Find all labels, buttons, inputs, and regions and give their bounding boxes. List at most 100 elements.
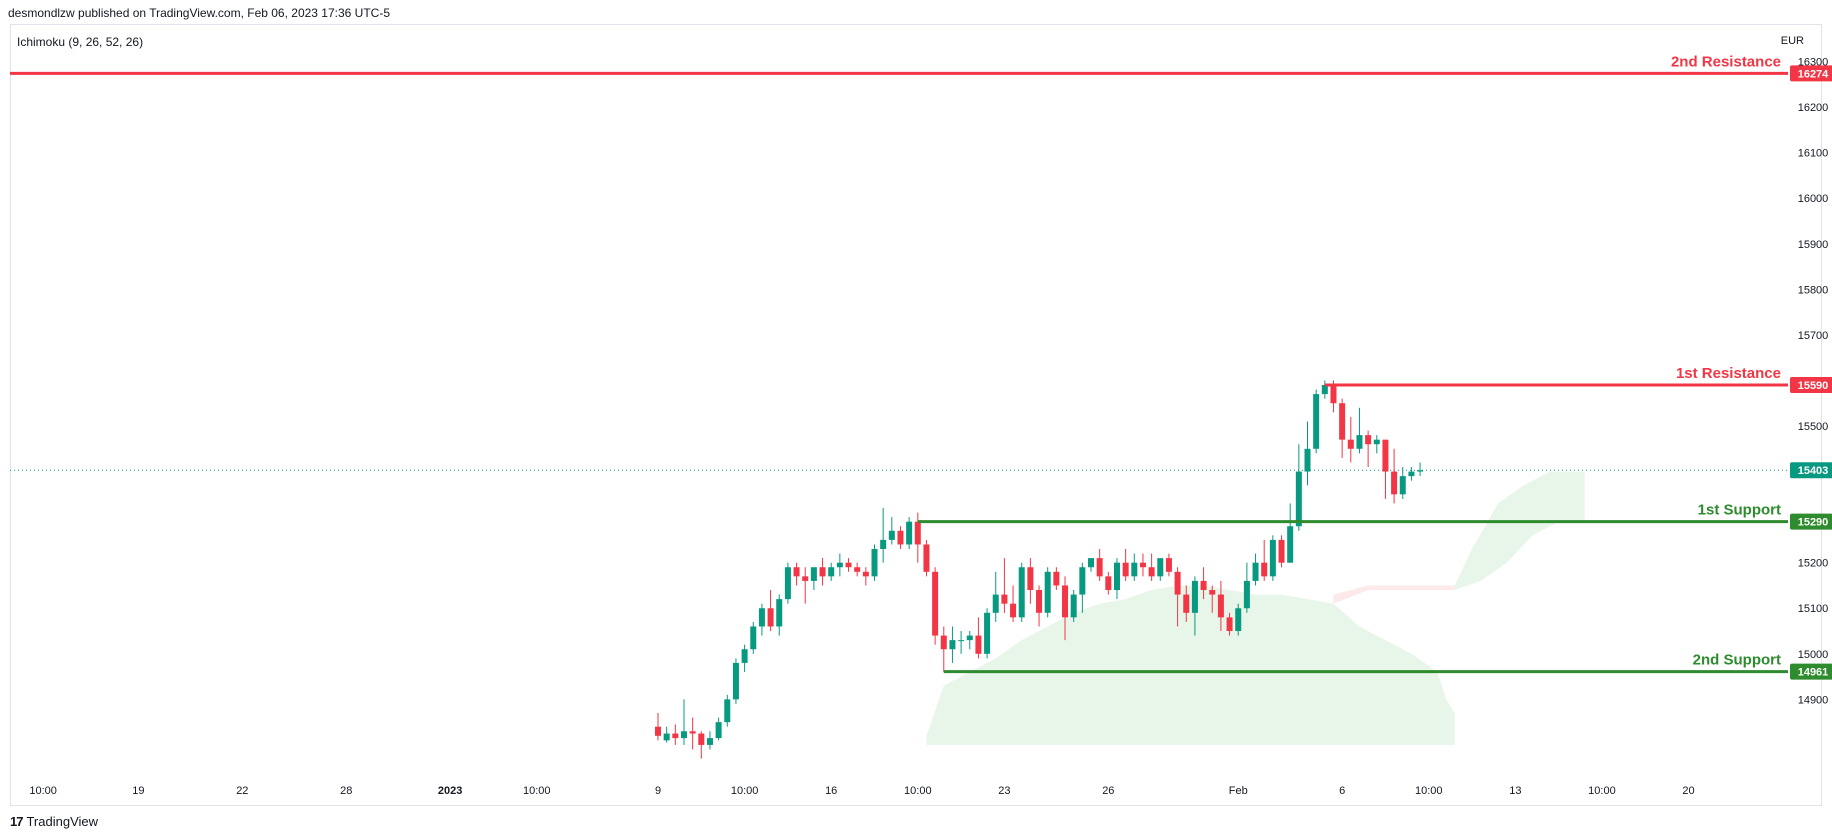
candle-body (1070, 594, 1077, 618)
candle-body (828, 567, 835, 577)
x-tick-label: 10:00 (904, 785, 932, 797)
candle-body (1174, 571, 1181, 595)
y-tick-label: 16100 (1798, 148, 1829, 160)
candle-body (1261, 562, 1268, 577)
publisher-header: desmondlzw published on TradingView.com,… (8, 6, 391, 20)
candle-body (1027, 567, 1034, 591)
candle-body (663, 733, 670, 741)
tradingview-logo[interactable]: 17 TradingView (10, 814, 98, 829)
candle-body (1304, 448, 1311, 472)
candle-body (1330, 384, 1337, 404)
candle-body (1347, 439, 1354, 449)
2nd-support-price-badge (1790, 663, 1832, 680)
candle-body (1217, 594, 1224, 618)
candle-body (1243, 580, 1250, 609)
candle-body (949, 640, 956, 650)
candle-body (655, 726, 661, 736)
chart-frame (10, 24, 1822, 806)
y-tick-label: 16300 (1798, 57, 1829, 69)
1st-resistance-label: 1st Resistance (1676, 365, 1781, 382)
candle-body (1157, 558, 1164, 577)
candle-body (1339, 403, 1346, 440)
y-tick-label: 16200 (1798, 102, 1829, 114)
candle-body (819, 567, 826, 577)
candle-body (1113, 562, 1120, 591)
1st-resistance-price-text: 15590 (1798, 380, 1829, 392)
indicator-label[interactable]: Ichimoku (9, 26, 52, 26) (17, 35, 144, 49)
candle-body (836, 562, 843, 568)
candle-body (1391, 471, 1398, 495)
candle-body (1373, 439, 1380, 445)
candle-body (767, 608, 774, 627)
candle-body (1088, 558, 1094, 568)
candle-body (1356, 435, 1363, 449)
x-tick-label: Feb (1229, 785, 1248, 797)
candle-body (741, 649, 748, 663)
candle-body (1313, 394, 1320, 449)
candle-body (1148, 567, 1155, 577)
candle-body (914, 521, 921, 545)
x-tick-label: 10:00 (523, 785, 551, 797)
y-tick-label: 15800 (1798, 284, 1829, 296)
candle-body (1417, 470, 1424, 472)
x-tick-label: 10:00 (1588, 785, 1616, 797)
candle-body (1287, 526, 1294, 563)
candle-body (923, 544, 930, 572)
x-tick-label: 22 (236, 785, 248, 797)
candle-body (1235, 608, 1242, 632)
2nd-resistance-price-text: 16274 (1798, 68, 1829, 80)
candle-body (1269, 539, 1276, 577)
candle-body (715, 722, 722, 739)
2nd-resistance-label: 2nd Resistance (1671, 53, 1781, 70)
candle-body (1191, 580, 1198, 613)
candle-body (1139, 562, 1146, 568)
candle-body (680, 731, 687, 739)
candle-body (1278, 539, 1285, 563)
candle-body (1200, 580, 1207, 591)
candle-body (1018, 567, 1025, 618)
ichimoku-cloud-bullish (926, 585, 1455, 745)
ichimoku-cloud-future (1454, 471, 1585, 590)
x-tick-label: 9 (655, 785, 661, 797)
1st-support-label: 1st Support (1698, 502, 1781, 519)
candle-body (1036, 590, 1043, 613)
currency-label: EUR (1780, 35, 1804, 47)
candle-body (992, 594, 999, 613)
candle-body (1105, 576, 1112, 591)
candle-body (1079, 567, 1086, 595)
candle-body (1122, 562, 1129, 577)
candle-body (958, 640, 965, 642)
x-tick-label: 20 (1682, 785, 1694, 797)
candle-body (975, 635, 982, 654)
candle-body (897, 530, 904, 545)
x-tick-label: 10:00 (731, 785, 759, 797)
candle-body (845, 562, 852, 568)
x-tick-label: 10:00 (1415, 785, 1443, 797)
y-tick-label: 15000 (1798, 649, 1829, 661)
candle-body (776, 599, 783, 627)
candle-body (1010, 603, 1017, 618)
candle-body (1252, 562, 1259, 581)
x-tick-label: 23 (998, 785, 1010, 797)
candle-body (984, 612, 991, 654)
candle-body (1001, 594, 1008, 604)
candle-body (1096, 558, 1103, 577)
candle-body (1062, 585, 1069, 618)
candle-body (750, 626, 757, 650)
candle-body (793, 567, 800, 577)
candle-body (672, 733, 679, 739)
candle-body (932, 571, 939, 636)
2nd-resistance-price-badge (1790, 65, 1832, 82)
candle-body (689, 731, 696, 734)
candle-body (862, 571, 869, 577)
y-tick-label: 15500 (1798, 421, 1829, 433)
tradingview-logo-icon: 17 (10, 814, 24, 829)
candle-body (1399, 476, 1406, 495)
candle-body (1382, 439, 1389, 472)
last-price-badge (1790, 462, 1832, 479)
x-tick-label: 26 (1102, 785, 1114, 797)
2nd-support-price-text: 14961 (1798, 667, 1829, 679)
x-tick-label: 13 (1509, 785, 1521, 797)
y-tick-label: 16000 (1798, 193, 1829, 205)
